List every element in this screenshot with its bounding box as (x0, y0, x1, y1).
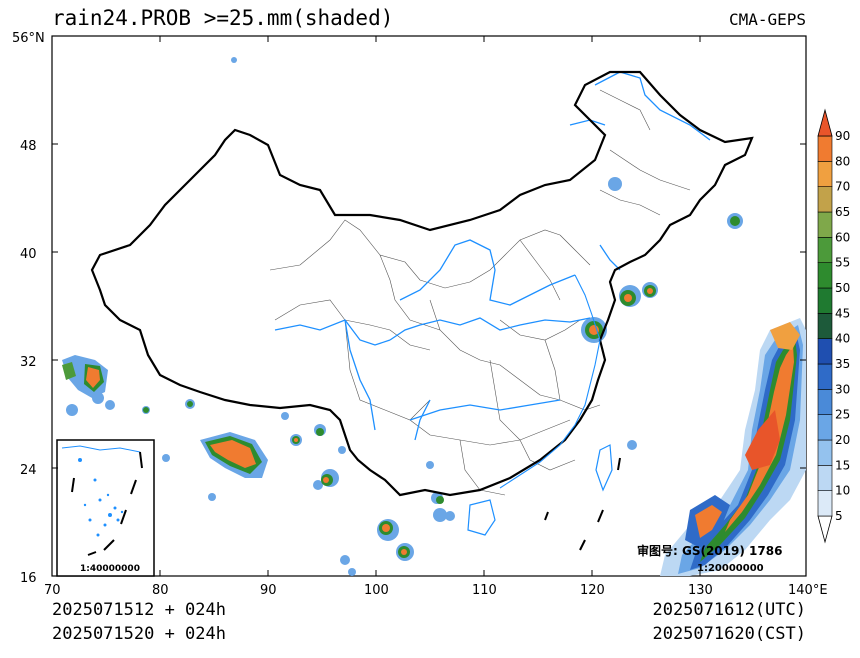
approval-number: 审图号: GS(2019) 1786 (637, 543, 782, 558)
colorbar-label: 5 (835, 509, 843, 523)
colorbar-label: 30 (835, 382, 850, 396)
lat-label: 16 (20, 571, 37, 586)
valid-time-cst: 2025071620(CST) (652, 624, 806, 644)
colorbar: 5 10 15 20 25 30 35 40 45 50 55 60 65 70 80 90 (817, 108, 850, 544)
colorbar-segment (817, 186, 833, 213)
valid-time-utc: 2025071612(UTC) (652, 600, 806, 620)
lon-label: 70 (44, 583, 61, 598)
colorbar-segment (817, 287, 833, 314)
colorbar-label: 45 (835, 306, 850, 320)
colorbar-label: 20 (835, 433, 850, 447)
colorbar-segment (817, 313, 833, 339)
lat-axis: 56°N 48 40 32 24 16 (12, 31, 806, 586)
map-title: rain24.PROB >=25.mm(shaded) (52, 6, 394, 30)
lon-label: 120 (580, 583, 605, 598)
lat-label: 56°N (12, 31, 45, 46)
national-border (90, 70, 754, 497)
colorbar-label: 25 (835, 408, 850, 422)
colorbar-label: 60 (835, 230, 850, 244)
colorbar-label: 70 (835, 180, 850, 194)
colorbar-label: 40 (835, 332, 850, 346)
lat-label: 32 (20, 355, 37, 370)
lon-label: 90 (260, 583, 277, 598)
colorbar-segment (817, 414, 833, 441)
colorbar-label: 10 (835, 484, 850, 498)
colorbar-segment (817, 465, 833, 491)
lon-label: 100 (364, 583, 389, 598)
colorbar-segment (817, 237, 833, 263)
colorbar-label: 80 (835, 154, 850, 168)
precip-shading (62, 57, 806, 576)
colorbar-segment (817, 161, 833, 187)
model-name: CMA-GEPS (728, 10, 806, 29)
lon-label: 80 (152, 583, 169, 598)
init-time-utc: 2025071512 + 024h (52, 600, 226, 620)
lon-axis: 70 80 90 100 110 120 130 140°E (44, 36, 828, 598)
lat-label: 40 (20, 247, 37, 262)
colorbar-segment (817, 262, 833, 289)
rivers (274, 71, 711, 441)
map-frame (51, 35, 807, 577)
inset-map: 1:40000000 (56, 439, 155, 577)
colorbar-segment (817, 439, 833, 466)
colorbar-label: 15 (835, 458, 850, 472)
map-scale: 1:20000000 (697, 563, 764, 574)
init-time-cst: 2025071520 + 024h (52, 624, 226, 644)
coastline (499, 274, 601, 489)
colorbar-segment (817, 108, 833, 137)
colorbar-label: 50 (835, 281, 850, 295)
colorbar-label: 35 (835, 357, 850, 371)
colorbar-segment (817, 338, 833, 365)
colorbar-segment (817, 211, 833, 238)
colorbar-segment (817, 135, 833, 162)
colorbar-segment (817, 515, 833, 544)
inset-scale: 1:40000000 (80, 564, 140, 574)
colorbar-label: 90 (835, 129, 850, 143)
lat-label: 24 (20, 463, 37, 478)
sea-boundary-dashes (544, 457, 621, 551)
province-boundaries (269, 89, 691, 496)
hainan-island (467, 499, 496, 536)
lat-label: 48 (20, 139, 37, 154)
taiwan-island (595, 444, 613, 492)
lon-label: 130 (688, 583, 713, 598)
colorbar-label: 65 (835, 205, 850, 219)
colorbar-segment (817, 389, 833, 415)
colorbar-label: 55 (835, 256, 850, 270)
colorbar-segment (817, 490, 833, 517)
colorbar-segment (817, 363, 833, 390)
lon-label: 140°E (788, 583, 828, 598)
lon-label: 110 (472, 583, 497, 598)
